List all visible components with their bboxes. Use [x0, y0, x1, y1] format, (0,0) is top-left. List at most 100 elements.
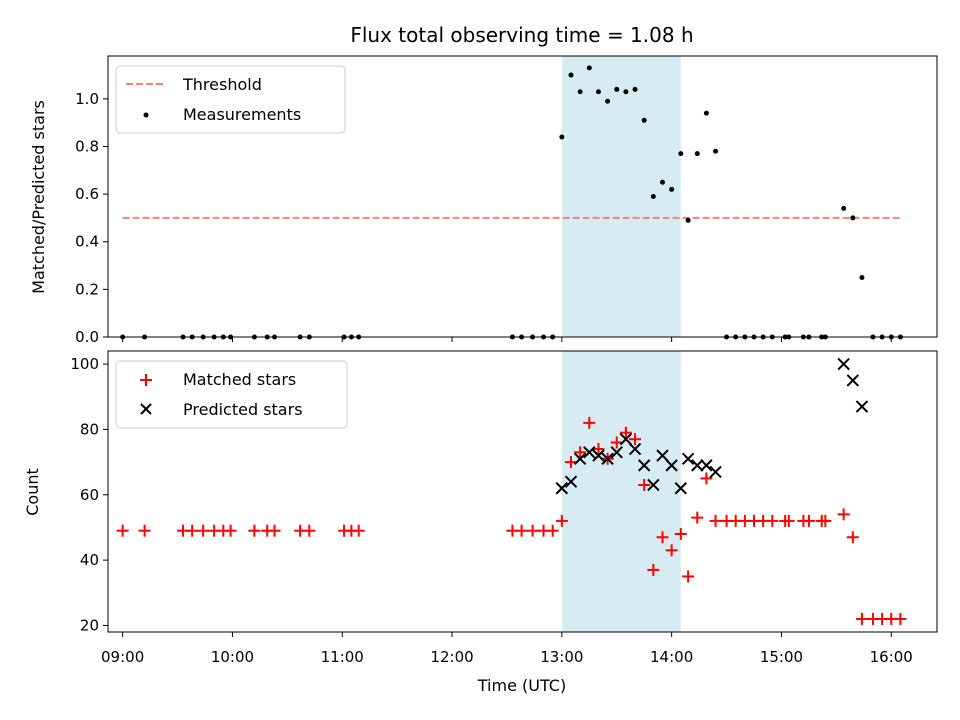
x-tick-label: 16:00	[870, 648, 913, 666]
measurement-point	[678, 151, 684, 157]
x-tick-label: 09:00	[101, 648, 144, 666]
predicted-star-point	[555, 482, 569, 495]
bottom-markers-layer	[116, 357, 907, 625]
predicted-star-point	[665, 459, 678, 472]
bottom-y-tick-label: 100	[70, 355, 99, 373]
predicted-star-point	[709, 465, 722, 479]
matched-star-point	[782, 514, 795, 527]
predicted-star-point	[564, 475, 578, 488]
measurement-point	[641, 117, 647, 123]
measurement-point	[685, 217, 691, 223]
matched-star-point	[197, 524, 210, 537]
matched-star-point	[846, 531, 859, 544]
predicted-star-point	[681, 452, 695, 466]
matched-star-point	[138, 524, 151, 537]
chart-title: Flux total observing time = 1.08 h	[350, 23, 693, 47]
measurement-point	[694, 151, 700, 157]
measurement-point	[659, 179, 665, 185]
predicted-star-point	[583, 446, 596, 459]
measurement-point	[568, 72, 574, 78]
measurement-point	[614, 86, 620, 92]
matched-star-point	[116, 524, 129, 537]
bottom-shaded-span	[561, 351, 681, 632]
bottom-y-tick-label: 60	[80, 486, 99, 504]
x-tick-label: 14:00	[650, 648, 693, 666]
matched-star-point	[303, 524, 316, 537]
matched-star-point	[546, 524, 559, 537]
legend-measurements-label: Measurements	[183, 105, 301, 124]
x-tick-label: 13:00	[540, 648, 583, 666]
bottom-shaded-span-layer	[561, 351, 681, 632]
matched-star-point	[837, 508, 850, 521]
predicted-star-point	[637, 459, 651, 472]
top-y-tick-label: 0.4	[75, 233, 99, 251]
measurement-point	[623, 89, 629, 95]
matched-star-point	[647, 563, 660, 576]
measurement-point	[559, 134, 565, 140]
matched-star-point	[691, 511, 704, 524]
measurement-point	[595, 89, 601, 95]
predicted-star-point	[674, 482, 688, 495]
measurement-point	[669, 186, 675, 192]
matched-star-point	[574, 446, 587, 459]
measurement-point	[577, 89, 583, 95]
matched-star-point	[894, 612, 907, 625]
legend-predicted-label: Predicted stars	[183, 400, 303, 419]
predicted-star-point	[610, 446, 623, 459]
bottom-y-tick-label: 20	[80, 616, 99, 634]
matched-star-point	[802, 514, 815, 527]
top-legend-box	[115, 65, 346, 134]
x-tick-label: 15:00	[760, 648, 803, 666]
predicted-star-point	[855, 400, 869, 413]
predicted-star-point	[837, 357, 850, 371]
top-y-tick-label: 0.8	[75, 137, 99, 155]
x-tick-label: 11:00	[321, 648, 364, 666]
legend-threshold-label: Threshold	[182, 75, 262, 94]
bottom-x-axis: 09:00 10:00 11:00 12:00 13:00 14:00 15:00 16:00	[101, 632, 913, 666]
top-y-tick-label: 0.6	[75, 185, 99, 203]
matched-star-point	[674, 527, 687, 540]
top-y-axis: 0.0 0.2 0.4 0.6 0.8 1.0	[75, 90, 108, 346]
predicted-star-point	[619, 433, 633, 446]
matched-star-point	[592, 443, 605, 456]
top-x-axis	[122, 337, 892, 342]
matched-star-point	[629, 433, 642, 446]
matched-star-point	[186, 524, 199, 537]
matched-star-point	[248, 524, 261, 537]
predicted-star-point	[700, 459, 713, 472]
measurement-point	[850, 215, 856, 221]
matched-star-point	[665, 544, 678, 557]
top-panel: 0.0 0.2 0.4 0.6 0.8 1.0 Matched/Predicted sta…	[29, 55, 938, 346]
x-tick-label: 10:00	[211, 648, 254, 666]
predicted-star-point	[573, 452, 587, 466]
predicted-star-point	[628, 442, 642, 456]
legend-matched-swatch	[140, 374, 152, 386]
matched-star-point	[766, 514, 779, 527]
bottom-panel: 20 40 60 80 100 09:00 10:00 11:00 12:00 13:00 14:…	[23, 350, 938, 695]
top-shaded-span-layer	[561, 56, 681, 337]
measurement-point	[859, 274, 865, 280]
top-y-tick-label: 1.0	[75, 90, 99, 108]
measurement-point	[650, 194, 656, 199]
x-axis-label: Time (UTC)	[477, 676, 566, 695]
matched-star-point	[583, 416, 596, 429]
bottom-y-tick-label: 80	[80, 420, 99, 438]
measurement-point	[703, 110, 709, 116]
matched-star-point	[515, 524, 528, 537]
predicted-star-point	[691, 459, 704, 472]
matched-star-point	[656, 531, 669, 544]
predicted-star-point	[592, 449, 605, 462]
matched-star-point	[268, 524, 281, 537]
top-y-axis-label: Matched/Predicted stars	[29, 100, 48, 294]
matched-star-point	[224, 524, 237, 537]
top-shaded-span	[561, 56, 681, 337]
matched-star-point	[819, 514, 832, 527]
bottom-y-axis-label: Count	[23, 468, 42, 516]
measurement-point	[841, 205, 847, 211]
matched-star-point	[555, 514, 568, 527]
matched-star-point	[526, 524, 539, 537]
matched-star-point	[638, 478, 651, 491]
matched-star-point	[352, 524, 365, 537]
legend-predicted-swatch	[140, 403, 152, 415]
measurement-point	[586, 65, 592, 71]
